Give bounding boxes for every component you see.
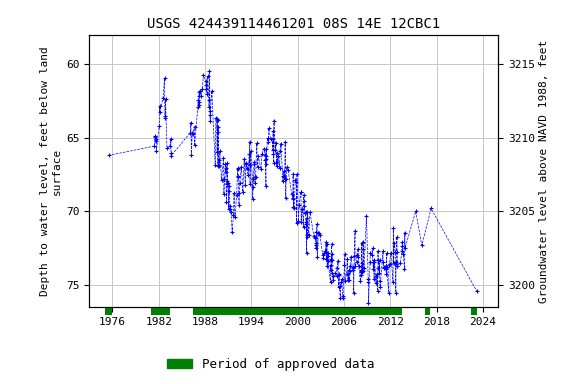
Title: USGS 424439114461201 08S 14E 12CBC1: USGS 424439114461201 08S 14E 12CBC1 (147, 17, 440, 31)
Y-axis label: Depth to water level, feet below land
surface: Depth to water level, feet below land su… (40, 46, 62, 296)
Y-axis label: Groundwater level above NAVD 1988, feet: Groundwater level above NAVD 1988, feet (539, 39, 549, 303)
Legend: Period of approved data: Period of approved data (162, 353, 380, 376)
